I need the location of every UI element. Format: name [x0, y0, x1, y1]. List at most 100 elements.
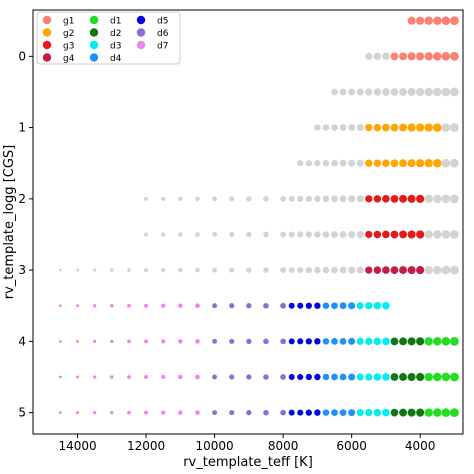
- point-background: [280, 195, 287, 202]
- point-background: [314, 160, 321, 167]
- y-tick-label: 2: [18, 192, 26, 206]
- point-d4: [339, 302, 347, 310]
- point-background: [441, 158, 451, 168]
- point-background: [297, 195, 304, 202]
- point-background: [161, 268, 166, 273]
- point-background: [229, 267, 235, 273]
- point-g4: [416, 266, 425, 275]
- point-background: [263, 196, 269, 202]
- point-d7: [59, 375, 62, 379]
- point-d4: [331, 338, 338, 345]
- point-d4: [322, 338, 330, 345]
- point-g3: [373, 230, 382, 239]
- point-d6: [263, 374, 269, 380]
- point-d6: [212, 338, 218, 344]
- point-background: [314, 195, 321, 203]
- point-background: [305, 231, 312, 238]
- point-d1: [433, 372, 442, 382]
- point-background: [127, 268, 131, 272]
- point-background: [348, 195, 356, 203]
- point-g1: [424, 52, 433, 61]
- point-d5: [305, 338, 312, 345]
- point-g3: [399, 230, 407, 239]
- point-d7: [178, 410, 183, 415]
- point-d4: [348, 373, 356, 381]
- point-background: [331, 231, 338, 238]
- point-background: [314, 231, 321, 238]
- point-d1: [424, 408, 433, 417]
- y-axis-label: rv_template_logg [CGS]: [2, 145, 17, 299]
- point-background: [263, 267, 269, 273]
- point-background: [305, 266, 312, 274]
- point-d5: [288, 302, 295, 309]
- point-background: [229, 231, 235, 238]
- point-g2: [399, 123, 407, 132]
- y-tick-label: 4: [18, 334, 26, 348]
- point-d3: [365, 337, 373, 346]
- point-background: [433, 230, 442, 239]
- point-d3: [365, 302, 373, 310]
- point-d6: [229, 374, 235, 380]
- point-g3: [416, 230, 425, 239]
- point-background: [356, 230, 364, 239]
- point-d4: [339, 337, 347, 345]
- point-background: [356, 266, 364, 274]
- point-background: [161, 196, 166, 201]
- point-d4: [348, 409, 356, 417]
- point-d5: [288, 374, 295, 380]
- point-background: [297, 160, 304, 167]
- point-background: [407, 87, 416, 96]
- point-background: [441, 123, 451, 132]
- point-d6: [229, 410, 235, 416]
- point-background: [382, 88, 390, 96]
- point-d5: [297, 302, 304, 309]
- legend-marker-d4: [89, 53, 99, 62]
- point-background: [322, 231, 330, 238]
- point-background: [441, 194, 451, 204]
- x-axis-label: rv_template_teff [K]: [183, 455, 313, 470]
- legend-marker-g4: [42, 53, 52, 62]
- point-d3: [382, 301, 390, 310]
- point-g3: [390, 194, 399, 203]
- point-background: [280, 267, 287, 273]
- legend: g1 g2 g3 g4 d1 d2 d3 d4 d5 d6 d7: [36, 11, 181, 65]
- point-g4: [390, 266, 399, 274]
- point-background: [322, 195, 330, 203]
- legend-marker-d1: [89, 15, 99, 25]
- x-tick-label: 6000: [336, 439, 367, 453]
- point-d7: [127, 303, 131, 308]
- point-d5: [305, 409, 312, 416]
- point-d7: [161, 303, 166, 308]
- point-d1: [433, 337, 442, 346]
- point-d6: [212, 410, 218, 416]
- point-background: [424, 230, 433, 239]
- axes-frame: [32, 9, 464, 435]
- point-g2: [407, 159, 416, 168]
- point-g2: [390, 159, 399, 168]
- point-d5: [314, 409, 321, 416]
- point-d1: [450, 372, 459, 382]
- point-background: [246, 231, 252, 238]
- point-d7: [161, 339, 166, 344]
- point-d3: [382, 373, 390, 381]
- point-g2: [390, 123, 399, 132]
- point-background: [356, 124, 364, 132]
- point-background: [212, 196, 218, 202]
- point-g1: [441, 52, 451, 61]
- point-g1: [424, 16, 433, 25]
- point-background: [76, 268, 80, 272]
- point-background: [246, 196, 252, 202]
- point-d7: [93, 304, 97, 308]
- point-d7: [127, 410, 131, 415]
- point-d7: [59, 304, 62, 308]
- point-d5: [288, 409, 295, 416]
- x-tick-label: 10000: [195, 439, 233, 453]
- point-d1: [441, 408, 451, 417]
- point-background: [433, 194, 442, 204]
- point-d7: [161, 374, 166, 380]
- point-background: [441, 230, 451, 239]
- point-d7: [110, 375, 114, 379]
- legend-label-d4: d4: [110, 54, 122, 64]
- point-g2: [424, 123, 433, 132]
- point-d2: [390, 373, 399, 381]
